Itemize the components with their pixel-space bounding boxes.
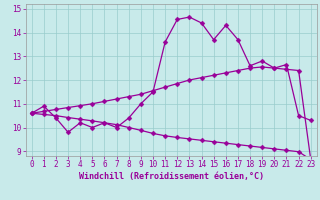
X-axis label: Windchill (Refroidissement éolien,°C): Windchill (Refroidissement éolien,°C) — [79, 172, 264, 181]
